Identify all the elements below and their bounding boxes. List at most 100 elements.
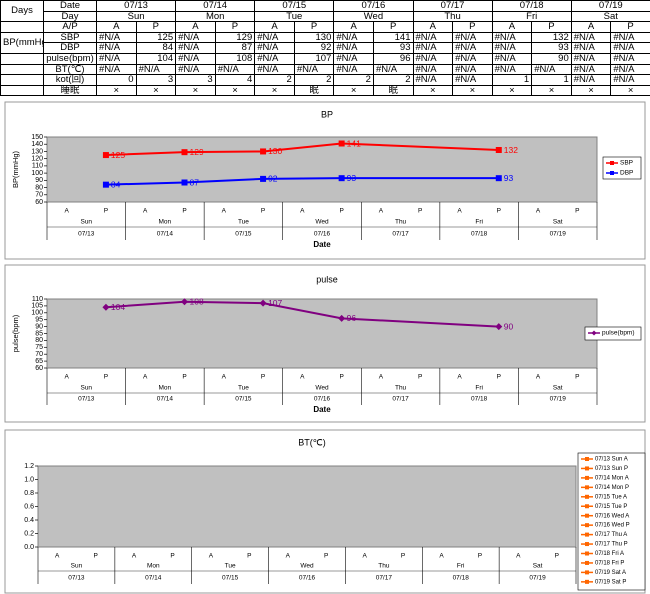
legend-marker (585, 579, 589, 584)
legend-marker (585, 542, 589, 547)
data-label: 96 (347, 313, 357, 323)
data-label: 93 (504, 173, 514, 183)
row-header: A/P (43, 21, 97, 33)
x-tick-label: P (339, 374, 343, 381)
legend-label: 07/14 Mon P (595, 485, 629, 491)
y-tick-label: 1.0 (24, 476, 34, 483)
plot-area (46, 136, 598, 203)
y-tick-label: 130 (31, 148, 43, 155)
x-tick-label: P (418, 374, 422, 381)
chart-title: pulse (316, 274, 338, 284)
legend-marker (610, 161, 614, 165)
y-tick-label: 65 (35, 358, 43, 365)
legend-label: pulse(bpm) (602, 330, 635, 337)
day-label: Sat (553, 385, 563, 392)
plot-area (46, 298, 598, 369)
x-axis-title: Date (313, 405, 331, 414)
legend-label: 07/14 Mon A (595, 475, 629, 481)
table-row: 睡眠 × × × × × 眠 × 眠 × × × × × × (0, 84, 650, 97)
date-label: 07/15 (235, 396, 252, 403)
legend-label: 07/16 Wed A (595, 513, 629, 519)
data-point (338, 140, 345, 147)
data-label: 108 (190, 297, 204, 307)
y-tick-label: 0.2 (24, 530, 34, 537)
data-label: 84 (111, 179, 121, 189)
x-tick-label: P (418, 208, 422, 215)
day-label: Thu (395, 219, 407, 226)
data-point (181, 149, 188, 156)
data-point (260, 148, 267, 155)
legend-label: 07/13 Sun P (595, 466, 628, 472)
data-point (102, 181, 109, 188)
y-tick-label: 90 (35, 177, 43, 184)
day-label: Sat (553, 219, 563, 226)
y-tick-label: 90 (35, 323, 43, 330)
date-label: 07/16 (314, 396, 331, 403)
table-row: BP(mmHg)SBP#N/A125#N/A129#N/A130#N/A141#… (0, 31, 650, 54)
y-tick-label: 80 (35, 337, 43, 344)
data-point (260, 175, 267, 182)
legend-label: 07/15 Tue P (595, 504, 627, 510)
x-tick-label: A (516, 553, 521, 560)
legend-label: 07/17 Thu P (595, 542, 628, 548)
x-tick-label: P (104, 208, 108, 215)
y-axis-title: BP(mmHg) (11, 150, 20, 188)
date-label: 07/15 (222, 575, 239, 582)
y-tick-label: 0.0 (24, 544, 34, 551)
day-label: Sat (533, 563, 543, 570)
y-tick-label: 95 (35, 317, 43, 324)
data-label: 132 (504, 145, 518, 155)
day-label: Wed (300, 563, 314, 570)
day-label: Mon (159, 385, 172, 392)
legend-marker (585, 532, 589, 537)
x-tick-label: P (555, 553, 559, 560)
row-header: Days (0, 0, 44, 23)
x-tick-label: P (247, 553, 251, 560)
day-label: Tue (238, 385, 249, 392)
date-label: 07/14 (157, 231, 174, 238)
day-label: Tue (238, 219, 249, 226)
legend-label: 07/18 Fri P (595, 561, 624, 567)
legend-marker (585, 560, 589, 565)
data-point (181, 298, 188, 306)
date-label: 07/15 (235, 231, 252, 238)
data-table: Days Date 07/13 07/14 07/15 07/16 07/17 07/18 07… (0, 0, 650, 97)
x-tick-label: A (457, 374, 462, 381)
date-label: 07/19 (550, 396, 567, 403)
x-tick-label: A (300, 374, 305, 381)
x-tick-label: P (478, 553, 482, 560)
y-tick-label: 80 (35, 184, 43, 191)
day-label: Tue (225, 563, 236, 570)
legend-marker (585, 504, 589, 509)
x-tick-label: A (379, 374, 384, 381)
date-label: 07/13 (68, 575, 85, 582)
x-tick-label: A (286, 553, 291, 560)
data-label: 90 (504, 321, 514, 331)
x-tick-label: A (132, 553, 137, 560)
date-label: 07/13 (78, 231, 95, 238)
x-tick-label: P (93, 553, 97, 560)
date-label: 07/19 (550, 231, 567, 238)
x-axis-title: Date (313, 240, 331, 249)
table-row: BT(℃) #N/A #N/A #N/A #N/A #N/A #N/A #N/A #N/A #N/… (0, 63, 650, 76)
day-label: Wed (315, 219, 329, 226)
y-tick-label: 150 (31, 134, 43, 141)
legend-marker (585, 485, 589, 490)
date-label: 07/18 (471, 396, 488, 403)
data-point (338, 314, 346, 322)
day-label: Thu (378, 563, 390, 570)
x-tick-label: A (379, 208, 384, 215)
y-tick-label: 120 (31, 156, 43, 163)
legend-box (577, 452, 646, 591)
legend-label: 07/15 Tue A (595, 494, 627, 500)
day-label: Fri (457, 563, 465, 570)
x-tick-label: P (104, 374, 108, 381)
x-tick-label: A (439, 553, 444, 560)
legend-label: 07/17 Thu A (595, 532, 627, 538)
x-tick-label: P (261, 374, 265, 381)
data-point (181, 179, 188, 186)
legend-marker (585, 466, 589, 471)
date-label: 07/17 (376, 575, 393, 582)
